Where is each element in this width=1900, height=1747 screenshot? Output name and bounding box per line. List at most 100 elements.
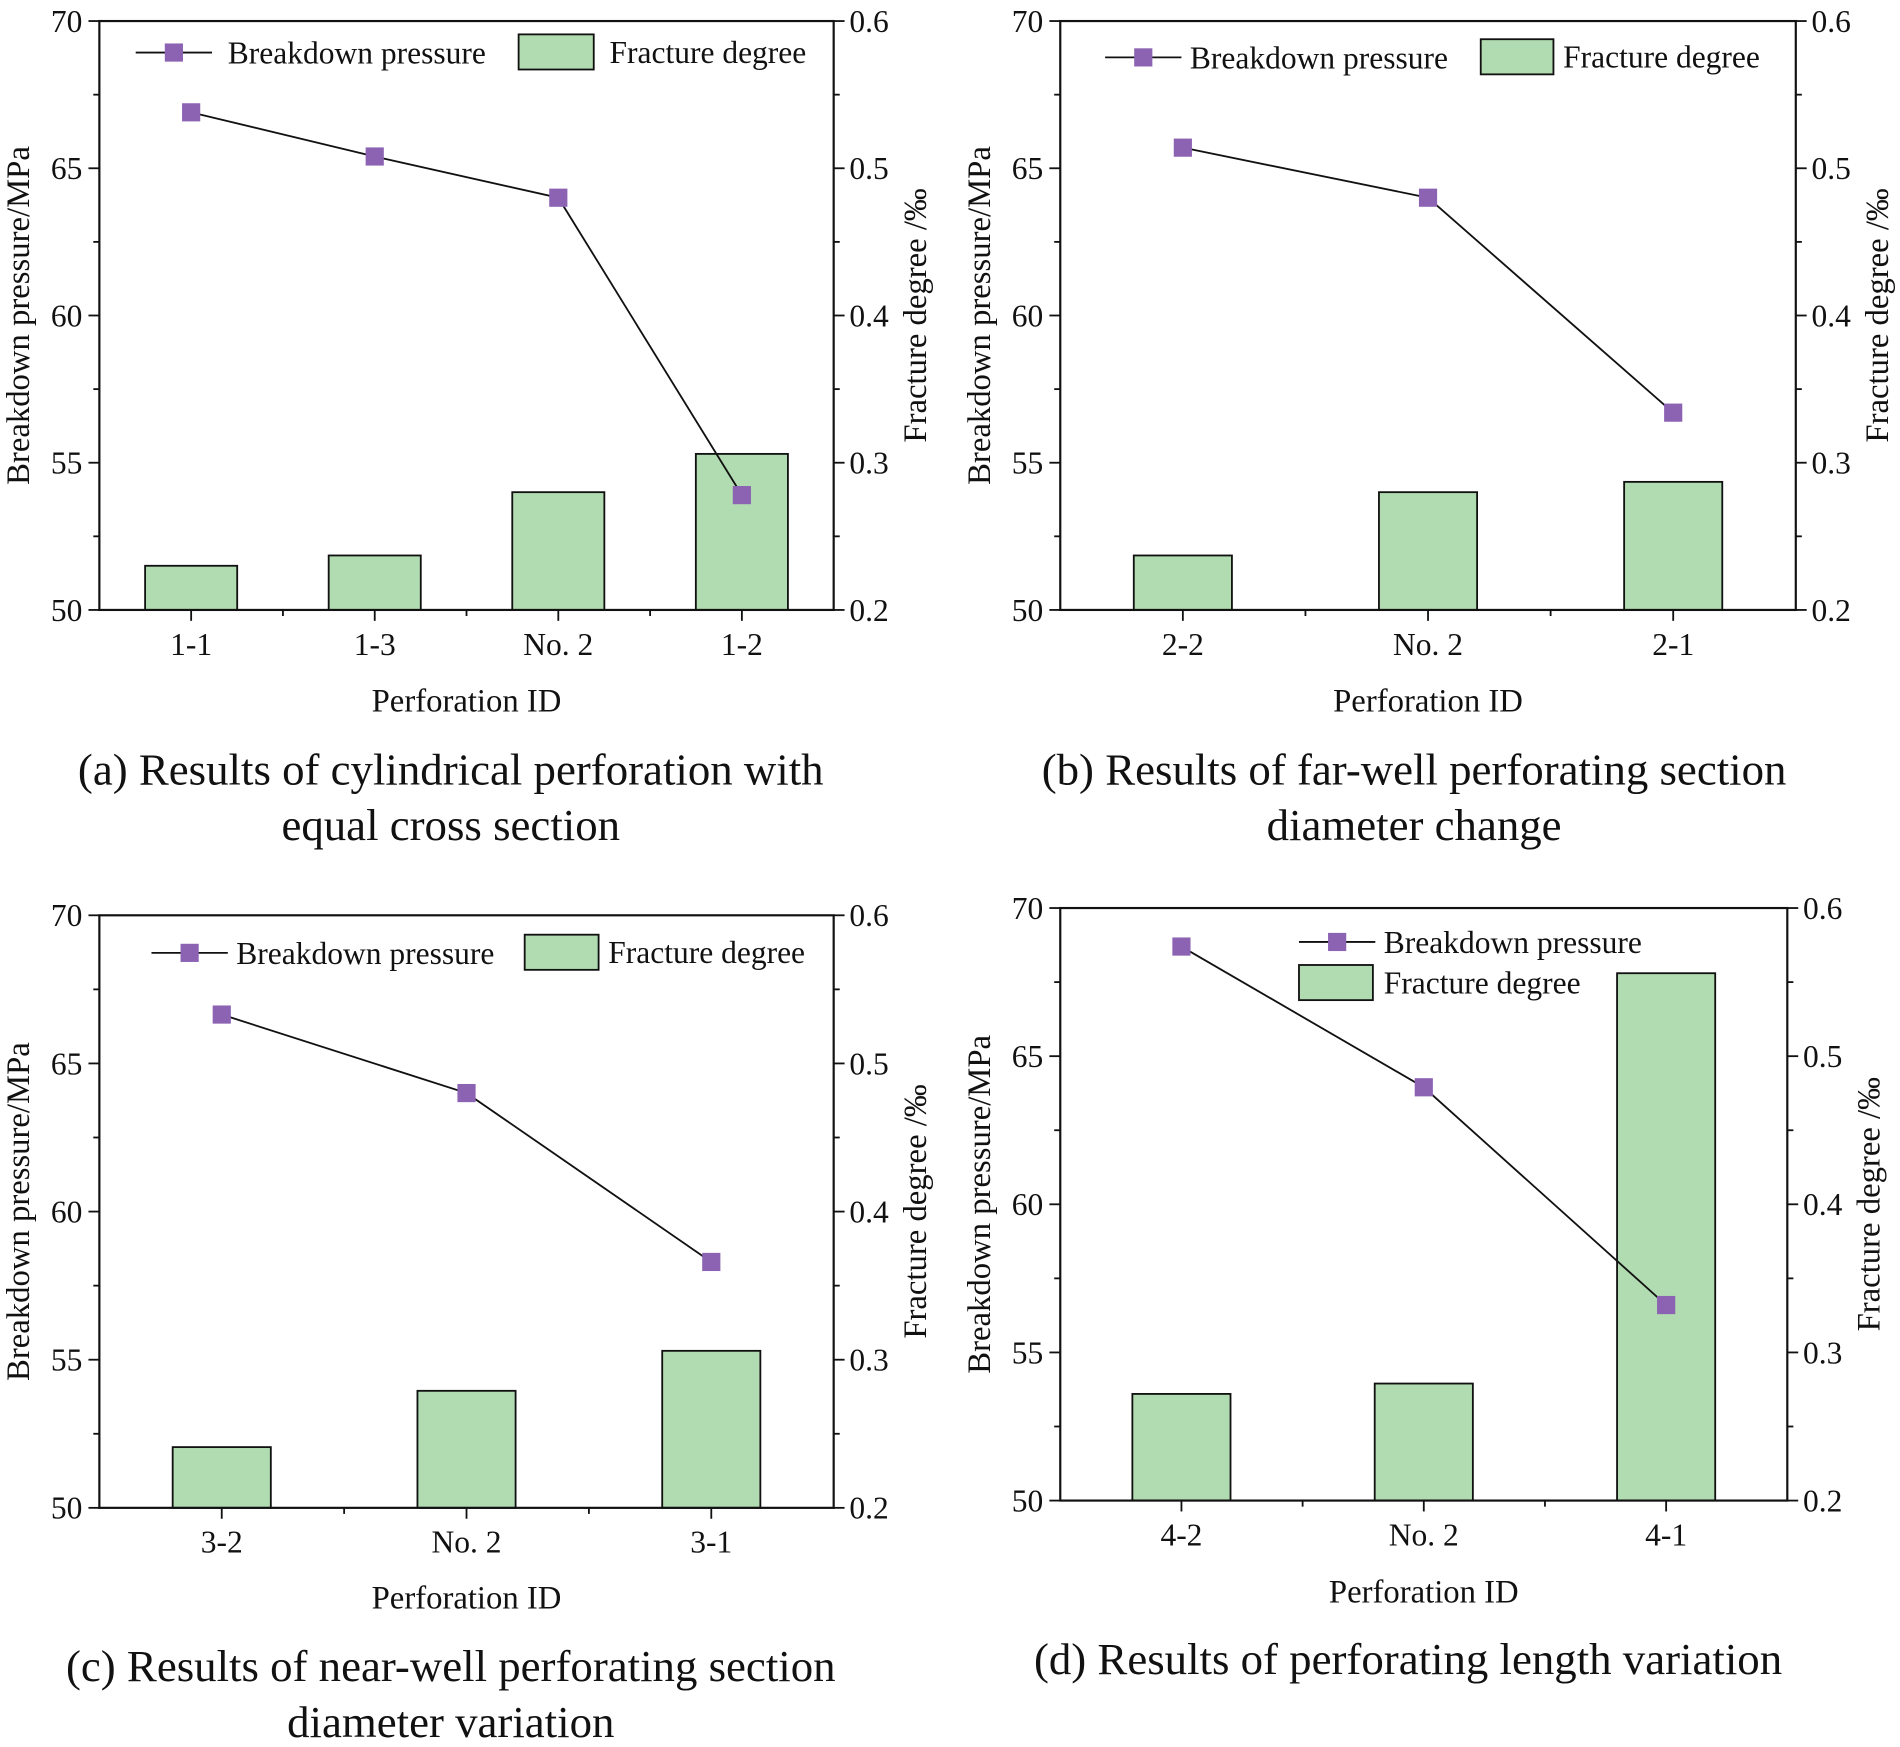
y2-tick-label: 0.6 bbox=[1803, 891, 1842, 926]
y2-tick-label: 0.4 bbox=[849, 298, 889, 333]
y2-tick-label: 0.5 bbox=[849, 1046, 888, 1081]
bar-fracture-degree bbox=[144, 564, 239, 611]
panel-caption: diameter variation bbox=[287, 1697, 614, 1747]
y2-tick-label: 0.5 bbox=[1803, 1039, 1842, 1074]
panel-caption: (d) Results of perforating length variat… bbox=[1034, 1634, 1782, 1684]
x-tick-label: 4-2 bbox=[1160, 1517, 1202, 1552]
x-tick-label: No. 2 bbox=[432, 1525, 502, 1560]
chart-panel-b: 50 55 60 65 70 0.2 0.3 0.4 0.5 0.6 2-2 No. 2 2-1 Perf… bbox=[962, 4, 1896, 850]
y2-axis-label: Fracture degree /‰ bbox=[898, 188, 934, 442]
y2-tick-label: 0.3 bbox=[849, 1343, 888, 1378]
y-tick-label: 55 bbox=[51, 446, 82, 481]
y-tick-label: 70 bbox=[1012, 891, 1043, 926]
y2-axis-label: Fracture degree /‰ bbox=[1851, 1077, 1887, 1331]
y2-tick-label: 0.2 bbox=[1803, 1483, 1842, 1518]
y2-tick-label: 0.2 bbox=[1812, 593, 1851, 628]
legend-label-fracture-degree: Fracture degree bbox=[608, 935, 805, 970]
line-breakdown-pressure bbox=[190, 111, 743, 496]
y2-tick-label: 0.3 bbox=[1812, 446, 1851, 481]
panel-caption: (b) Results of far-well perforating sect… bbox=[1042, 744, 1787, 794]
legend: Breakdown pressure Fracture degree bbox=[151, 933, 805, 971]
x-axis-label: Perforation ID bbox=[372, 684, 562, 720]
bar-fracture-degree bbox=[416, 1389, 517, 1509]
y-axis-label: Breakdown pressure/MPa bbox=[962, 1034, 998, 1373]
x-tick-label: 1-3 bbox=[354, 627, 396, 662]
legend-label-fracture-degree: Fracture degree bbox=[1384, 965, 1581, 1000]
y2-tick-label: 0.3 bbox=[1803, 1335, 1842, 1370]
marker-breakdown-pressure bbox=[1664, 403, 1683, 422]
marker-breakdown-pressure bbox=[1418, 188, 1438, 207]
panel-caption: equal cross section bbox=[281, 800, 620, 850]
chart-panel-c: 50 55 60 65 70 0.2 0.3 0.4 0.5 0.6 3-2 No. 2 3-1 Perf… bbox=[1, 898, 934, 1747]
panel-caption: (a) Results of cylindrical perforation w… bbox=[78, 744, 824, 794]
y-tick-label: 60 bbox=[1012, 1187, 1043, 1222]
line-breakdown-pressure bbox=[1182, 146, 1674, 414]
legend-marker-swatch bbox=[180, 943, 199, 962]
y2-tick-label: 0.6 bbox=[849, 898, 888, 933]
marker-breakdown-pressure bbox=[1657, 1295, 1676, 1315]
line-breakdown-pressure bbox=[221, 1013, 712, 1263]
x-tick-label: 1-2 bbox=[721, 627, 763, 662]
y2-tick-label: 0.4 bbox=[1812, 298, 1852, 333]
y-tick-label: 60 bbox=[1012, 298, 1043, 333]
y-tick-label: 50 bbox=[51, 593, 82, 628]
x-tick-label: 3-2 bbox=[201, 1525, 243, 1560]
y-tick-label: 55 bbox=[1012, 1335, 1043, 1370]
marker-breakdown-pressure bbox=[702, 1252, 721, 1272]
panel-caption: diameter change bbox=[1267, 800, 1562, 850]
legend-marker-swatch bbox=[164, 43, 183, 62]
legend-label-breakdown-pressure: Breakdown pressure bbox=[228, 35, 486, 70]
legend: Breakdown pressure Fracture degree bbox=[1298, 925, 1642, 1002]
y-tick-label: 60 bbox=[51, 298, 82, 333]
y-tick-label: 65 bbox=[51, 151, 82, 186]
marker-breakdown-pressure bbox=[212, 1005, 231, 1024]
y2-tick-label: 0.4 bbox=[1803, 1187, 1843, 1222]
y2-tick-label: 0.2 bbox=[849, 1491, 888, 1526]
marker-breakdown-pressure bbox=[1172, 937, 1191, 956]
y-tick-label: 50 bbox=[51, 1491, 82, 1526]
bar-fracture-degree bbox=[661, 1349, 762, 1509]
chart-panel-d: 50 55 60 65 70 0.2 0.3 0.4 0.5 0.6 4-2 No. 2 4-1 Perf… bbox=[962, 891, 1887, 1684]
legend-marker-swatch bbox=[1134, 48, 1153, 67]
x-tick-label: No. 2 bbox=[1393, 627, 1463, 662]
legend-label-fracture-degree: Fracture degree bbox=[610, 35, 807, 70]
x-axis-label: Perforation ID bbox=[372, 1580, 562, 1616]
y2-tick-label: 0.4 bbox=[849, 1194, 889, 1229]
y2-tick-label: 0.6 bbox=[1812, 4, 1851, 39]
bar-fracture-degree bbox=[327, 554, 422, 611]
marker-breakdown-pressure bbox=[457, 1083, 476, 1103]
y2-tick-label: 0.5 bbox=[849, 151, 888, 186]
y2-axis-label: Fracture degree /‰ bbox=[898, 1084, 934, 1338]
y-tick-label: 50 bbox=[1012, 593, 1043, 628]
bar-fracture-degree bbox=[1132, 554, 1233, 611]
y-axis-label: Breakdown pressure/MPa bbox=[1, 1042, 37, 1381]
x-tick-label: 2-2 bbox=[1162, 627, 1204, 662]
y2-tick-label: 0.3 bbox=[849, 446, 888, 481]
x-tick-label: No. 2 bbox=[523, 627, 593, 662]
legend: Breakdown pressure Fracture degree bbox=[1105, 38, 1760, 75]
bar-fracture-degree bbox=[511, 491, 606, 611]
panel-caption: (c) Results of near-well perforating sec… bbox=[66, 1641, 836, 1691]
marker-breakdown-pressure bbox=[1173, 138, 1192, 157]
marker-breakdown-pressure bbox=[365, 147, 384, 166]
legend-label-breakdown-pressure: Breakdown pressure bbox=[1190, 40, 1448, 75]
marker-breakdown-pressure bbox=[732, 486, 751, 505]
y-tick-label: 70 bbox=[1012, 4, 1043, 39]
bar-fracture-degree bbox=[1373, 1382, 1474, 1502]
y-tick-label: 65 bbox=[51, 1046, 82, 1081]
y-tick-label: 55 bbox=[51, 1343, 82, 1378]
x-tick-label: 3-1 bbox=[690, 1525, 732, 1560]
x-tick-label: 2-1 bbox=[1652, 627, 1694, 662]
y2-tick-label: 0.6 bbox=[849, 4, 888, 39]
bar-fracture-degree bbox=[1378, 491, 1479, 611]
legend: Breakdown pressure Fracture degree bbox=[135, 33, 807, 71]
x-tick-label: 1-1 bbox=[170, 627, 212, 662]
marker-breakdown-pressure bbox=[549, 188, 568, 207]
marker-breakdown-pressure bbox=[1414, 1078, 1433, 1097]
bar-fracture-degree bbox=[694, 452, 789, 611]
y-tick-label: 55 bbox=[1012, 446, 1043, 481]
y-axis-label: Breakdown pressure/MPa bbox=[1, 146, 37, 485]
legend-bar-swatch bbox=[517, 33, 595, 71]
legend-label-breakdown-pressure: Breakdown pressure bbox=[1384, 925, 1642, 960]
